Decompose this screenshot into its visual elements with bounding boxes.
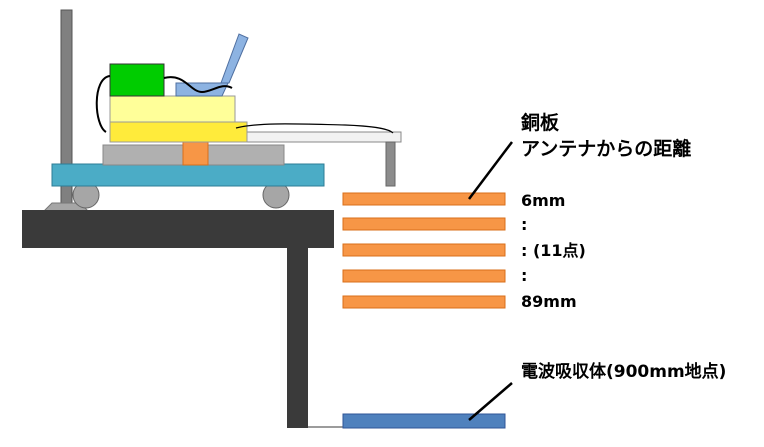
copper-plate: [342, 295, 506, 309]
absorber-leader-line: [468, 382, 513, 421]
table-top: [22, 210, 334, 248]
absorber-label: 電波吸収体(900mm地点): [521, 361, 726, 382]
light-yellow-block: [109, 95, 236, 123]
dots-label-2: :: [521, 266, 527, 285]
antenna-probe: [385, 141, 396, 187]
last-distance-label: 89mm: [521, 292, 577, 311]
copper-plate: [342, 269, 506, 283]
distance-from-antenna-label: アンテナからの距離: [521, 137, 691, 160]
yellow-block: [109, 121, 248, 143]
laptop-screen: [220, 33, 249, 84]
copper-leader-line: [468, 141, 513, 200]
copper-plate: [342, 217, 506, 231]
cart-platform: [51, 163, 325, 187]
cable-top: [163, 76, 233, 94]
green-box: [109, 63, 165, 97]
copper-plate: [342, 243, 506, 257]
orange-block: [182, 141, 209, 166]
radio-absorber: [342, 413, 506, 429]
laptop-base: [175, 82, 229, 97]
middle-count-label: : (11点): [521, 241, 586, 260]
extension-arm: [245, 131, 402, 143]
table-leg: [287, 248, 308, 428]
copper-plate: [342, 192, 506, 206]
dots-label-1: :: [521, 215, 527, 234]
cable-left: [95, 75, 111, 133]
copper-plate-label: 銅板: [521, 111, 560, 134]
first-distance-label: 6mm: [521, 191, 565, 210]
cable-arm: [235, 123, 394, 134]
